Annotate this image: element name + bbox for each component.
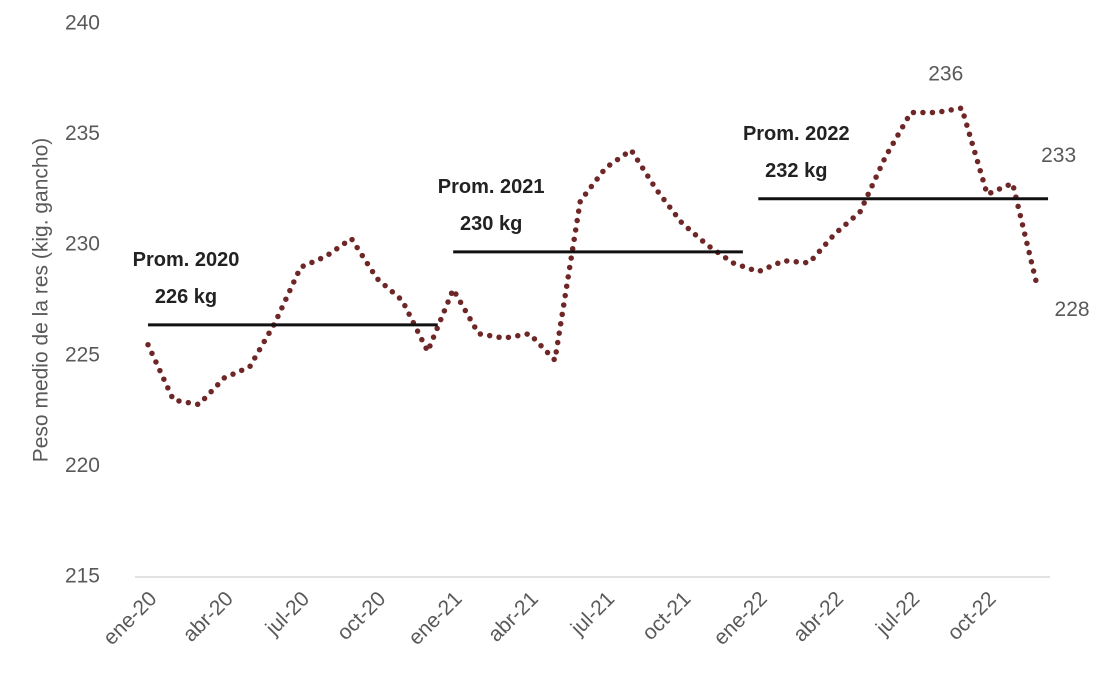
x-tick-label: jul-20 xyxy=(261,587,314,640)
x-tick-label: jul-22 xyxy=(871,587,924,640)
data-label: 236 xyxy=(928,63,963,86)
average-value: 226 kg xyxy=(155,286,217,308)
y-axis-label: Peso medio de la res (kig. gancho) xyxy=(30,138,53,463)
y-tick-label: 220 xyxy=(65,454,100,477)
x-tick-label: ene-21 xyxy=(404,587,467,650)
x-tick-label: oct-20 xyxy=(333,587,391,645)
x-tick-label: ene-22 xyxy=(709,587,772,650)
average-value: 232 kg xyxy=(765,160,827,182)
y-tick-label: 215 xyxy=(65,565,100,588)
y-tick-label: 235 xyxy=(65,122,100,145)
x-tick-label: abr-21 xyxy=(484,587,543,646)
line xyxy=(145,104,1041,408)
average-value: 230 kg xyxy=(460,213,522,235)
x-tick-label: ene-20 xyxy=(99,587,162,650)
average-label: Prom. 2020 xyxy=(133,249,240,271)
y-tick-label: 240 xyxy=(65,12,100,35)
y-tick-label: 230 xyxy=(65,233,100,256)
x-tick-label: abr-20 xyxy=(179,587,238,646)
data-label: 228 xyxy=(1055,298,1090,321)
average-label: Prom. 2022 xyxy=(743,123,850,145)
x-tick-label: jul-21 xyxy=(566,587,619,640)
average-label: Prom. 2021 xyxy=(438,176,545,198)
y-tick-label: 225 xyxy=(65,343,100,366)
x-tick-label: oct-22 xyxy=(943,587,1001,645)
x-tick-label: abr-22 xyxy=(789,587,848,646)
data-label: 233 xyxy=(1041,144,1076,167)
x-tick-label: oct-21 xyxy=(638,587,696,645)
